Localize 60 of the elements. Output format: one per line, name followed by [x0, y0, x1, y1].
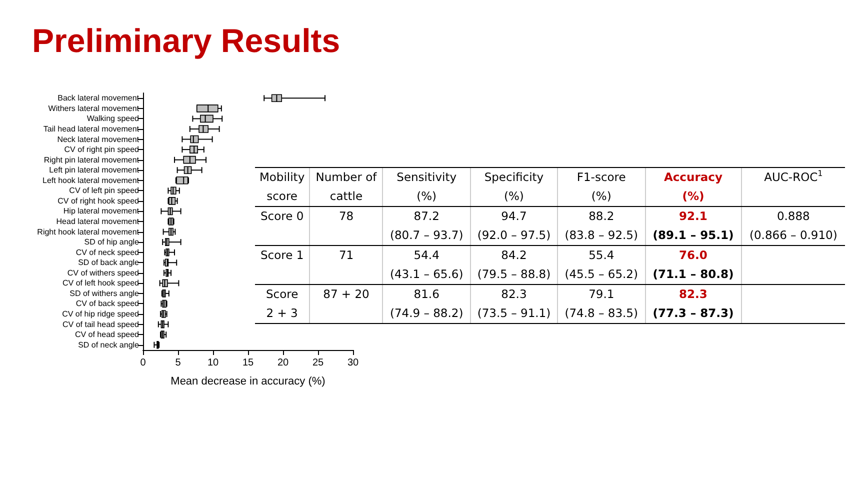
y-tick-label: CV of left hook speed [62, 278, 139, 288]
y-tick-label: Right hook lateral movement [37, 227, 140, 236]
y-tick-label: CV of back speed [76, 299, 139, 308]
text: 81.6 (74.9 – 88.2) [382, 284, 470, 324]
y-tick-label: CV of right pin speed [64, 145, 139, 154]
text: Sensitivity (%) [382, 168, 470, 206]
text: 94.7 (92.0 – 97.5) [470, 206, 558, 246]
x-axis-title: Mean decrease in accuracy (%) [170, 376, 326, 388]
y-tick-label: Left hook lateral movement [42, 176, 140, 185]
annotation: Number of cattle [310, 168, 383, 206]
y-tick-label: Neck lateral movement [57, 134, 140, 144]
x-tick-label: 20 [277, 358, 289, 368]
y-tick-label: CV of head speed [74, 330, 139, 340]
y-tick-label: Tail head lateral movement [43, 124, 140, 134]
text: F1-score (%) [558, 168, 646, 206]
text: 55.4 (45.5 – 65.2) [558, 246, 646, 284]
text: Specificity (%) [470, 168, 558, 206]
text: 79.1 (74.8 – 83.5) [558, 284, 646, 324]
annotation: Score 1 [255, 246, 310, 284]
annotation: Score 0 [255, 206, 310, 246]
y-tick-label: SD of withers angle [70, 288, 140, 298]
y-tick-label: CV of hip ridge speed [62, 310, 139, 319]
text: 87.2 (80.7 – 93.7) [382, 206, 470, 246]
y-tick-label: CV of neck speed [76, 248, 139, 257]
y-tick-label: Back lateral movement [58, 94, 140, 103]
y-tick-label: CV of left pin speed [69, 186, 139, 196]
chart-title: Preliminary Results [32, 22, 340, 60]
y-tick-label: SD of neck angle [78, 340, 140, 350]
x-tick-label: 0 [140, 358, 146, 368]
x-tick-label: 25 [312, 358, 324, 368]
y-tick-label: Hip lateral movement [63, 206, 140, 216]
text: 82.3 (73.5 – 91.1) [470, 284, 558, 324]
x-tick-label: 10 [207, 358, 219, 368]
text: 54.4 (43.1 – 65.6) [382, 246, 470, 284]
y-tick-label: Right pin lateral movement [44, 155, 140, 164]
x-tick-label: 5 [175, 358, 182, 368]
text: 84.2 (79.5 – 88.8) [470, 246, 558, 284]
annotation: 71 [310, 246, 383, 284]
annotation: Score 2 + 3 [255, 284, 310, 324]
text: 88.2 (83.8 – 92.5) [558, 206, 646, 246]
y-tick-label: SD of back angle [78, 258, 140, 268]
text: 76.0 (71.1 – 80.8) [652, 248, 734, 281]
y-tick-label: Left pin lateral movement [49, 166, 140, 175]
text: 82.3 (77.3 – 87.3) [652, 287, 734, 320]
y-tick-label: CV of tail head speed [62, 320, 139, 329]
y-tick-label: SD of hip angle [84, 238, 140, 247]
text: Accuracy (%) [645, 168, 742, 206]
y-tick-label: Withers lateral movement [48, 104, 140, 113]
annotation: Mobility score [255, 168, 310, 206]
text: 0.888 (0.866 – 0.910) [741, 206, 845, 246]
x-tick-label: 30 [347, 358, 359, 368]
annotation: 87 + 20 [310, 284, 383, 324]
annotation: 78 [310, 206, 383, 246]
y-tick-label: Head lateral movement [56, 217, 140, 226]
text: AUC-ROC$^{1}$ [741, 168, 845, 206]
y-tick-label: CV of right hook speed [58, 196, 139, 206]
y-tick-label: CV of withers speed [67, 268, 139, 278]
x-tick-label: 15 [242, 358, 254, 368]
text: 92.1 (89.1 – 95.1) [652, 209, 734, 242]
y-tick-label: Walking speed [86, 114, 139, 124]
